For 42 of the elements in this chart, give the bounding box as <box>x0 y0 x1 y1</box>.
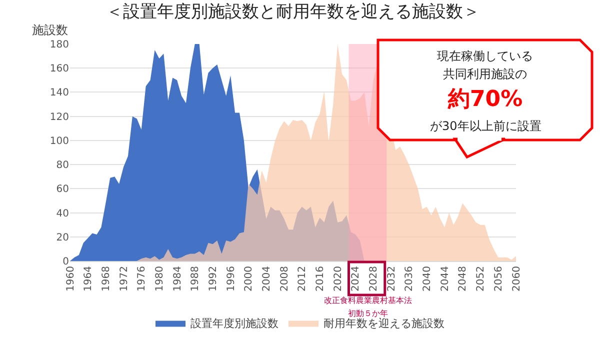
y-tick-label: 180 <box>50 40 69 50</box>
x-tick-label: 2044 <box>440 266 451 292</box>
x-tick-label: 1996 <box>226 266 237 292</box>
x-tick-label: 1984 <box>172 266 184 292</box>
x-tick-label: 2036 <box>404 266 416 292</box>
text: 初動５か年 <box>348 309 388 318</box>
y-tick-label: 40 <box>56 208 69 220</box>
text: 改正食料農業農村基本法 <box>324 296 412 305</box>
y-tick-label: 20 <box>56 232 69 244</box>
y-tick-label: 120 <box>50 112 69 123</box>
y-tick-label: 140 <box>50 88 69 99</box>
x-tick-label: 2056 <box>493 266 504 292</box>
x-tick-label: 2008 <box>279 266 290 292</box>
x-tick-label: 2004 <box>261 266 272 292</box>
x-tick-label: 2060 <box>511 266 522 292</box>
x-tick-label: 2040 <box>422 266 434 292</box>
x-tick-label: 2020 <box>332 266 344 292</box>
x-tick-label: 2028 <box>368 266 380 292</box>
x-tick-label: 2000 <box>244 266 255 292</box>
x-tick-label: 1988 <box>190 266 202 292</box>
x-tick-label: 1980 <box>154 266 166 292</box>
x-tick-label: 2024 <box>350 266 362 292</box>
x-tick-label: 2012 <box>297 266 308 292</box>
x-tick-label: 1960 <box>65 266 76 292</box>
x-tick-label: 1992 <box>208 266 219 292</box>
y-tick-label: 60 <box>56 184 69 196</box>
x-tick-label: 1968 <box>100 266 112 292</box>
y-tick-label: 160 <box>50 64 69 75</box>
x-tick-label: 2016 <box>315 266 326 292</box>
chart-title: ＜設置年度別施設数と耐用年数を迎える施設数＞ <box>106 2 480 22</box>
x-tick-label: 2032 <box>386 266 398 292</box>
x-tick-label: 2052 <box>476 266 487 292</box>
y-tick-label: 100 <box>50 136 69 147</box>
legend-label: 設置年度別施設数 <box>190 317 278 330</box>
x-tick-label: 2048 <box>458 266 469 292</box>
y-tick-label: 0 <box>62 256 69 268</box>
y-tick-label: 80 <box>56 160 69 172</box>
x-tick-label: 1976 <box>136 266 148 292</box>
legend-label: 耐用年数を迎える施設数 <box>324 317 444 330</box>
x-tick-label: 1972 <box>118 266 130 292</box>
y-axis-title: 施設数 <box>32 23 68 37</box>
x-tick-label: 1964 <box>83 266 94 292</box>
